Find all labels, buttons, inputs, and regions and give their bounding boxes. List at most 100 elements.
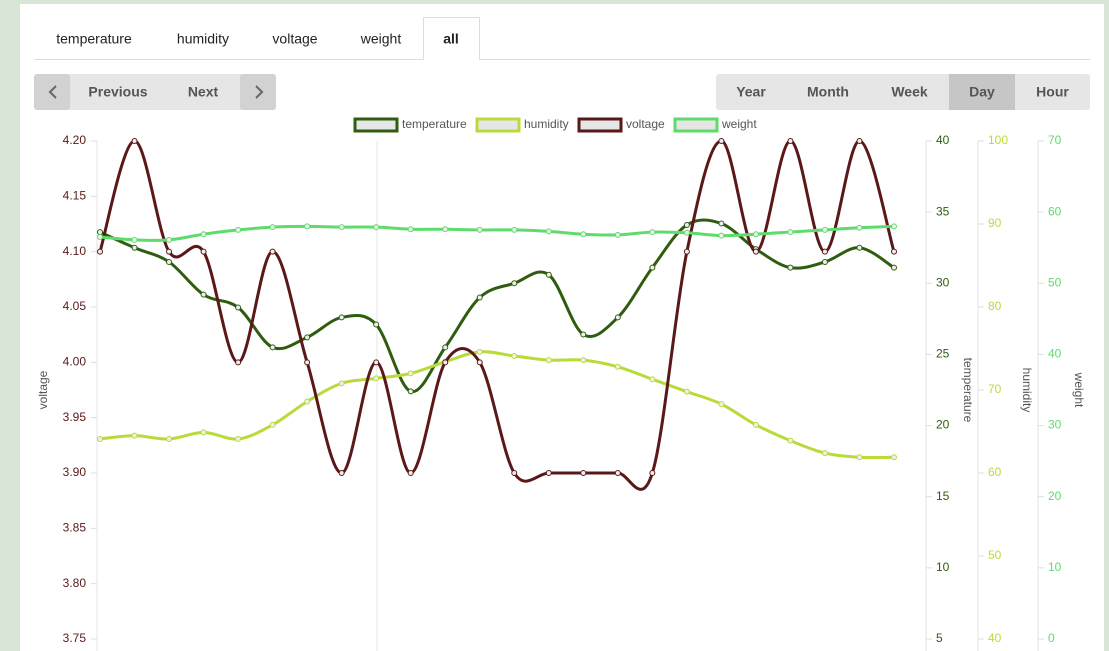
tick-label: 30 (1048, 418, 1062, 432)
point (545, 271, 552, 278)
next-arrow[interactable] (240, 74, 276, 110)
tick-label: 100 (988, 133, 1008, 147)
axis-title: weight (1072, 372, 1086, 408)
tab-border (34, 17, 1090, 60)
tick-label: 70 (1048, 133, 1062, 147)
tick-label: 90 (988, 216, 1002, 230)
tick-label: 4.15 (63, 189, 87, 203)
tick-label: 10 (936, 560, 950, 574)
point (476, 348, 483, 355)
point (683, 229, 690, 236)
point (580, 331, 587, 338)
tab[interactable]: temperature (56, 31, 132, 47)
point (235, 304, 242, 311)
point (131, 138, 138, 144)
point (787, 138, 794, 144)
tick-label: 70 (988, 382, 1002, 396)
tab[interactable]: weight (360, 31, 402, 47)
tick-label: 40 (988, 631, 1002, 645)
tick-label: 3.75 (63, 631, 87, 645)
tick-label: 20 (1048, 489, 1062, 503)
point (511, 470, 518, 476)
point (476, 359, 483, 366)
point (614, 314, 621, 321)
point (649, 470, 656, 476)
range-button[interactable]: Week (891, 84, 928, 100)
tick-label: 5 (936, 631, 943, 645)
next-button[interactable]: Next (188, 84, 219, 100)
point (338, 380, 345, 387)
point (821, 226, 828, 233)
tab[interactable]: humidity (177, 31, 229, 47)
range-button[interactable]: Hour (1036, 84, 1069, 100)
tab[interactable]: all (443, 31, 459, 47)
point (752, 231, 759, 238)
tick-label: 80 (988, 299, 1002, 313)
point (304, 334, 311, 341)
range-button[interactable]: Month (807, 84, 849, 100)
point (269, 248, 276, 255)
tick-label: 4.05 (63, 299, 87, 313)
point (649, 229, 656, 236)
point (856, 454, 863, 461)
point (545, 357, 552, 364)
point (821, 258, 828, 265)
tick-label: 3.95 (63, 410, 87, 424)
legend-label: humidity (524, 117, 569, 131)
tick-label: 50 (1048, 275, 1062, 289)
point (856, 224, 863, 231)
point (166, 258, 173, 265)
point (97, 435, 103, 442)
point (407, 226, 414, 233)
range-active (949, 74, 1015, 110)
tick-label: 60 (1048, 204, 1062, 218)
series-line (98, 139, 896, 491)
point (683, 248, 690, 255)
range-button[interactable]: Day (969, 84, 995, 100)
point (614, 470, 621, 476)
legend-label: weight (721, 117, 757, 131)
tick-label: 4.10 (63, 244, 87, 258)
point (856, 138, 863, 144)
point (373, 375, 380, 382)
point (511, 352, 518, 359)
point (752, 248, 759, 255)
point (545, 470, 552, 476)
point (683, 388, 690, 395)
point (787, 229, 794, 236)
tick-label: 40 (936, 133, 950, 147)
point (407, 470, 414, 476)
tick-label: 60 (988, 465, 1002, 479)
point (304, 398, 311, 405)
legend-label: voltage (626, 117, 665, 131)
point (649, 376, 656, 383)
point (511, 226, 518, 233)
point (821, 248, 828, 255)
point (442, 344, 449, 351)
point (821, 450, 828, 457)
tick-label: 4.20 (63, 133, 87, 147)
tab[interactable]: voltage (272, 31, 317, 47)
prev-arrow[interactable] (34, 74, 70, 110)
range-button[interactable]: Year (736, 84, 766, 100)
point (891, 223, 897, 230)
point (97, 234, 103, 241)
tick-label: 30 (936, 275, 950, 289)
point (787, 437, 794, 444)
point (166, 248, 173, 255)
point (97, 248, 103, 255)
point (476, 226, 483, 233)
legend-swatch (475, 117, 521, 133)
point (683, 221, 690, 228)
tick-label: 15 (936, 489, 950, 503)
previous-button[interactable]: Previous (88, 84, 147, 100)
axis-title: humidity (1020, 368, 1034, 413)
tick-label: 3.90 (63, 465, 87, 479)
tick-label: 20 (936, 418, 950, 432)
point (718, 401, 725, 408)
legend-swatch (673, 117, 719, 133)
point (580, 470, 587, 476)
tick-label: 3.85 (63, 521, 87, 535)
